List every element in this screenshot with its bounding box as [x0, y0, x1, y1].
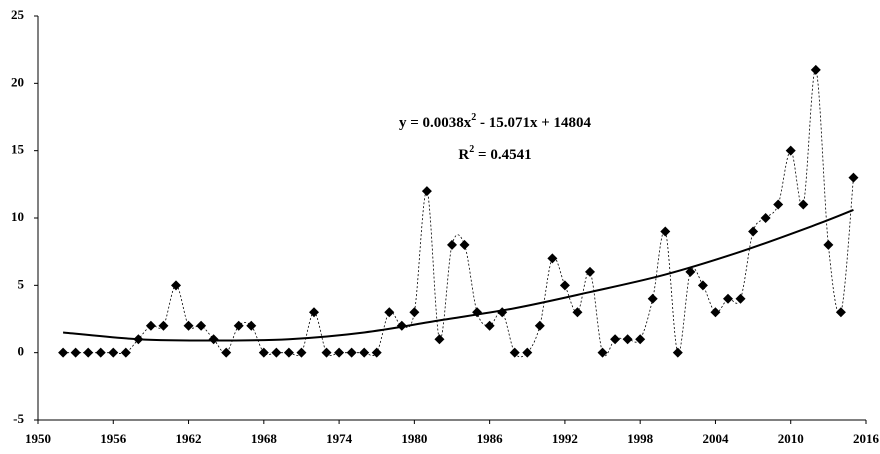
trend-equation: y = 0.0038x2 - 15.071x + 14804 — [399, 112, 592, 131]
data-point — [785, 145, 796, 156]
data-point — [622, 334, 633, 345]
data-point — [70, 347, 81, 358]
data-point — [810, 64, 821, 75]
data-point — [396, 320, 407, 331]
data-point — [672, 347, 683, 358]
x-tick-label: 1968 — [251, 431, 278, 446]
x-tick-label: 1986 — [477, 431, 504, 446]
data-point — [171, 280, 181, 291]
data-point — [534, 320, 545, 331]
r-squared-text: R — [458, 147, 469, 163]
x-tick-label: 2016 — [853, 431, 880, 446]
data-point — [459, 239, 470, 250]
data-point — [497, 307, 508, 318]
x-tick-label: 2010 — [778, 431, 804, 446]
data-point — [484, 320, 495, 331]
data-point — [610, 334, 621, 345]
trend-line — [63, 208, 854, 342]
data-point — [359, 347, 370, 358]
data-point — [196, 320, 207, 331]
data-point — [472, 307, 483, 318]
data-point — [321, 347, 332, 358]
data-point — [559, 280, 570, 291]
equation-text: - 15.071x + 14804 — [476, 115, 591, 131]
x-tick-label: 1998 — [627, 431, 654, 446]
x-tick-label: 1956 — [100, 431, 127, 446]
data-point — [748, 226, 759, 237]
data-point — [647, 293, 658, 304]
r-squared-text: = 0.4541 — [474, 147, 531, 163]
data-point — [697, 280, 708, 291]
data-point — [522, 347, 533, 358]
data-point — [421, 186, 432, 197]
data-point — [309, 307, 319, 318]
data-point — [133, 334, 144, 345]
x-tick-label: 1980 — [401, 431, 427, 446]
data-point — [83, 347, 94, 358]
data-point — [710, 307, 721, 318]
data-point — [384, 307, 395, 318]
data-point — [660, 226, 671, 237]
data-point — [346, 347, 357, 358]
data-point — [334, 347, 345, 358]
data-line — [63, 69, 854, 358]
data-point — [685, 266, 696, 277]
y-tick-label: 0 — [18, 344, 25, 359]
data-point — [58, 347, 69, 358]
data-point — [835, 307, 846, 318]
data-point — [145, 320, 156, 331]
r-squared: R2 = 0.4541 — [458, 144, 531, 163]
y-tick-label: 5 — [18, 276, 25, 291]
data-point — [283, 347, 294, 358]
x-tick-label: 2004 — [702, 431, 729, 446]
y-tick-label: -5 — [13, 411, 24, 426]
data-point — [296, 347, 307, 358]
x-tick-label: 1992 — [552, 431, 578, 446]
data-point — [447, 239, 457, 250]
data-point — [434, 334, 445, 345]
data-point — [258, 347, 269, 358]
r-squared-exponent: 2 — [469, 144, 474, 155]
data-point — [723, 293, 733, 304]
y-tick-label: 15 — [11, 142, 25, 157]
data-point — [409, 307, 420, 318]
data-point — [572, 307, 583, 318]
data-point — [547, 253, 558, 264]
equation-text: y = 0.0038x — [399, 115, 472, 131]
data-point — [271, 347, 282, 358]
data-point — [848, 172, 859, 183]
data-point — [246, 320, 257, 331]
data-point — [120, 347, 131, 358]
equation-exponent: 2 — [471, 112, 476, 123]
data-point — [208, 334, 219, 345]
data-point — [585, 266, 595, 277]
data-point — [371, 347, 382, 358]
y-tick-label: 25 — [11, 7, 25, 22]
x-tick-label: 1962 — [176, 431, 202, 446]
data-point — [221, 347, 232, 358]
x-tick-label: 1974 — [326, 431, 353, 446]
data-point — [233, 320, 244, 331]
data-point — [760, 213, 771, 223]
y-tick-label: 20 — [11, 74, 24, 89]
x-tick-label: 1950 — [25, 431, 51, 446]
data-point — [597, 347, 608, 358]
y-tick-label: 10 — [11, 209, 24, 224]
data-point — [509, 347, 520, 358]
data-point — [108, 347, 119, 358]
data-point — [773, 199, 784, 210]
data-point — [635, 334, 646, 345]
data-point — [158, 320, 169, 331]
data-point — [735, 293, 746, 304]
data-point — [95, 347, 106, 358]
data-point — [798, 199, 809, 210]
data-point — [183, 320, 194, 331]
data-point — [823, 239, 834, 250]
